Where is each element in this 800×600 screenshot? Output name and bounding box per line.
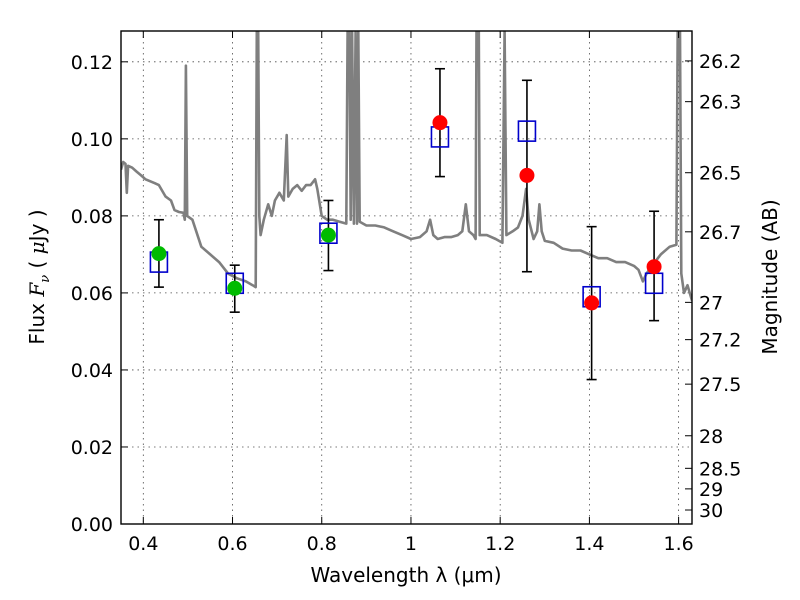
spectrum-line (121, 31, 692, 301)
y-tick-label: 0.04 (71, 360, 113, 382)
y2-tick-label: 27.2 (699, 330, 741, 352)
x-tick-label: 0.4 (128, 533, 158, 555)
y-tick-label: 0.06 (71, 283, 113, 305)
x-tick-label: 0.8 (307, 533, 337, 555)
y-label-symbol: F (25, 282, 49, 298)
y-tick-label: 0.12 (71, 52, 113, 74)
x-axis-label: Wavelength λ (μm) (310, 563, 501, 587)
y2-tick-label: 28.5 (699, 458, 741, 480)
y-label-unit-rest: Jy ) (25, 209, 49, 243)
axis-ticks: 0.4 0.6 0.8 1 1.2 1.4 1.6 0.00 0.02 0.04 0.06 0.08 0… (71, 31, 741, 555)
observed-point-optical (320, 227, 336, 243)
y-label-subscript: ν (38, 275, 53, 283)
y-axis-label: Flux Fν ( μJy ) (25, 209, 53, 344)
y2-tick-label: 26.5 (699, 163, 741, 185)
y2-axis-label: Magnitude (AB) (758, 199, 782, 354)
y2-tick-label: 29 (699, 479, 723, 501)
y-label-prefix: Flux (25, 297, 49, 345)
y2-tick-label: 26.2 (699, 51, 741, 73)
y2-tick-label: 26.3 (699, 92, 741, 114)
y-tick-label: 0.08 (71, 206, 113, 228)
x-tick-label: 1.2 (485, 533, 515, 555)
y-tick-label: 0.02 (71, 437, 113, 459)
y2-tick-label: 26.7 (699, 222, 741, 244)
observed-point-nir (646, 259, 662, 275)
y-tick-label: 0.10 (71, 129, 113, 151)
model-point-box (517, 120, 537, 142)
y-label-unit-open: ( (25, 254, 49, 275)
observed-point-optical (227, 280, 243, 296)
y-tick-label: 0.00 (71, 514, 113, 536)
y2-tick-label: 27.5 (699, 374, 741, 396)
x-tick-label: 1.4 (574, 533, 604, 555)
plot-data (121, 31, 692, 381)
observed-point-nir (432, 115, 448, 131)
observed-point-nir (584, 295, 600, 311)
y2-tick-label: 27 (699, 292, 723, 314)
observed-point-nir (519, 167, 535, 183)
y-label-unit-mu: μ (25, 241, 49, 254)
x-tick-label: 0.6 (217, 533, 247, 555)
model-point-box (319, 222, 338, 245)
observed-point-optical (151, 246, 167, 262)
plot-frame (120, 30, 693, 525)
x-tick-label: 1 (405, 533, 417, 555)
y2-tick-label: 30 (699, 500, 723, 522)
x-tick-label: 1.6 (664, 533, 694, 555)
y2-tick-label: 28 (699, 426, 723, 448)
